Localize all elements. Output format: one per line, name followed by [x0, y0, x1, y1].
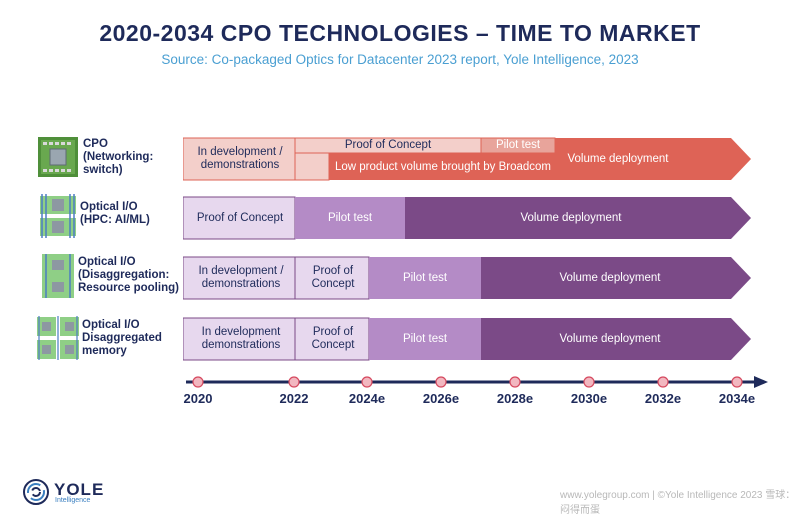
optical-io-disaggregation-icon	[42, 254, 74, 298]
memory-volume-deployment: Volume deployment	[559, 332, 661, 345]
disaggregation-arrow-shape	[183, 256, 751, 300]
disaggregation-in-development: In development / demonstrations	[198, 265, 284, 290]
yole-logo-sub: Intelligence	[55, 497, 91, 504]
memory-in-development: In development demonstrations	[201, 326, 281, 351]
tick-2020: 2020	[183, 391, 213, 406]
optical-io-hpc-icon	[40, 194, 76, 238]
switch-chip-icon	[38, 137, 78, 177]
cpo-arrow-shape	[183, 137, 751, 181]
disaggregation-volume-deployment: Volume deployment	[559, 271, 661, 284]
row-label-optical-io-disaggregation: Optical I/O (Disaggregation: Resource pool…	[78, 256, 179, 294]
memory-proof-of-concept: Proof of Concept	[311, 326, 355, 351]
disaggregation-proof-of-concept: Proof of Concept	[311, 265, 355, 290]
cpo-volume-deployment: Volume deployment	[567, 152, 669, 165]
tick-2032e: 2032e	[644, 391, 682, 406]
optical-io-memory-icon	[37, 316, 79, 360]
chart-subtitle: Source: Co-packaged Optics for Datacente…	[161, 52, 639, 67]
row-label-cpo: CPO (Networking: switch)	[83, 138, 154, 176]
hpc-pilot-test: Pilot test	[327, 211, 373, 224]
cpo-low-volume: Low product volume brought by Broadcom	[334, 160, 552, 173]
cpo-pilot-test: Pilot test	[495, 139, 541, 151]
yole-logo-text: YOLE	[54, 480, 105, 499]
tick-2028e: 2028e	[496, 391, 534, 406]
row-label-optical-io-hpc: Optical I/O (HPC: AI/ML)	[80, 201, 150, 226]
hpc-arrow-shape	[183, 196, 751, 240]
tick-2022: 2022	[279, 391, 309, 406]
hpc-volume-deployment: Volume deployment	[520, 211, 622, 224]
tick-2034e: 2034e	[718, 391, 756, 406]
tick-2026e: 2026e	[422, 391, 460, 406]
disaggregation-pilot-test: Pilot test	[402, 271, 448, 284]
chart-title: 2020-2034 CPO TECHNOLOGIES – TIME TO MAR…	[99, 20, 701, 46]
memory-pilot-test: Pilot test	[402, 332, 448, 345]
memory-arrow-shape	[183, 317, 751, 361]
row-label-optical-io-memory: Optical I/O Disaggregated memory	[82, 319, 162, 357]
hpc-proof-of-concept: Proof of Concept	[196, 211, 284, 224]
tick-2030e: 2030e	[570, 391, 608, 406]
tick-2024e: 2024e	[348, 391, 386, 406]
yole-logo-icon	[23, 479, 49, 505]
timeline-axis	[186, 376, 768, 388]
cpo-in-development: In development / demonstrations	[197, 146, 283, 171]
cpo-proof-of-concept: Proof of Concept	[344, 139, 432, 151]
watermark: www.yolegroup.com | ©Yole Intelligence 2…	[560, 490, 796, 516]
